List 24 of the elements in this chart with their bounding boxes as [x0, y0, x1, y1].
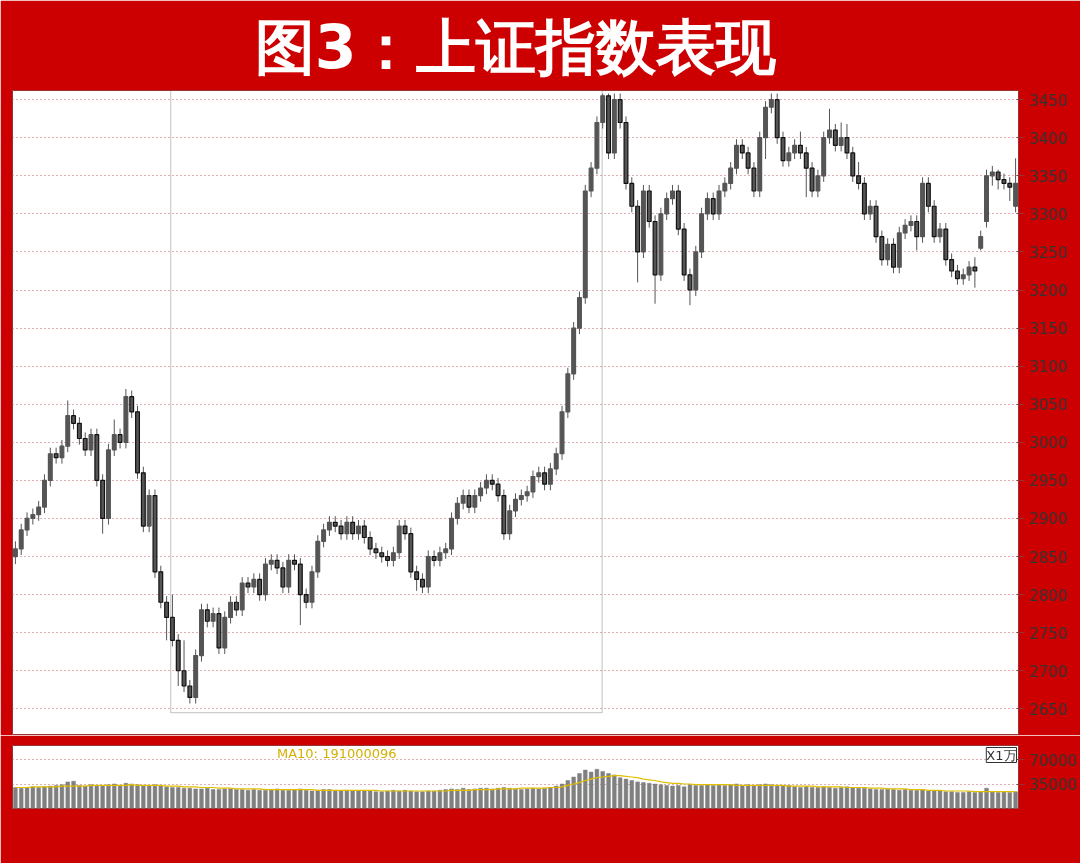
y-tick-label: 2900 — [1029, 510, 1068, 529]
chart-title: 图3：上证指数表现 — [254, 11, 778, 82]
y-tick-label: 3050 — [1029, 396, 1068, 415]
annotation: X1万 — [986, 747, 1017, 763]
y-tick-label: 2950 — [1029, 472, 1068, 491]
y-tick-label: 3450 — [1029, 91, 1068, 110]
candlestick — [978, 230, 984, 251]
y-tick-label: 2700 — [1029, 662, 1068, 681]
y-tick-label: 3200 — [1029, 282, 1068, 301]
line-series — [14, 775, 1017, 793]
y-tick-label: 3000 — [1029, 434, 1068, 453]
y-tick-label: 3150 — [1029, 320, 1068, 339]
y-tick-label: 2850 — [1029, 548, 1068, 567]
y-tick-label: 3350 — [1029, 167, 1068, 186]
annotation: MA10: 191000096 — [276, 745, 397, 761]
y-tick-label: 35000 — [1029, 776, 1078, 794]
y-tick-label: 3300 — [1029, 205, 1068, 224]
y-tick-label: 3100 — [1029, 358, 1068, 377]
y-tick-label: 2750 — [1029, 624, 1068, 643]
y-tick-label: 2650 — [1029, 700, 1068, 719]
y-tick-label: 3400 — [1029, 129, 1068, 148]
y-tick-label: 70000 — [1029, 751, 1078, 770]
y-tick-label: 2800 — [1029, 586, 1068, 605]
y-tick-label: 3250 — [1029, 243, 1068, 262]
